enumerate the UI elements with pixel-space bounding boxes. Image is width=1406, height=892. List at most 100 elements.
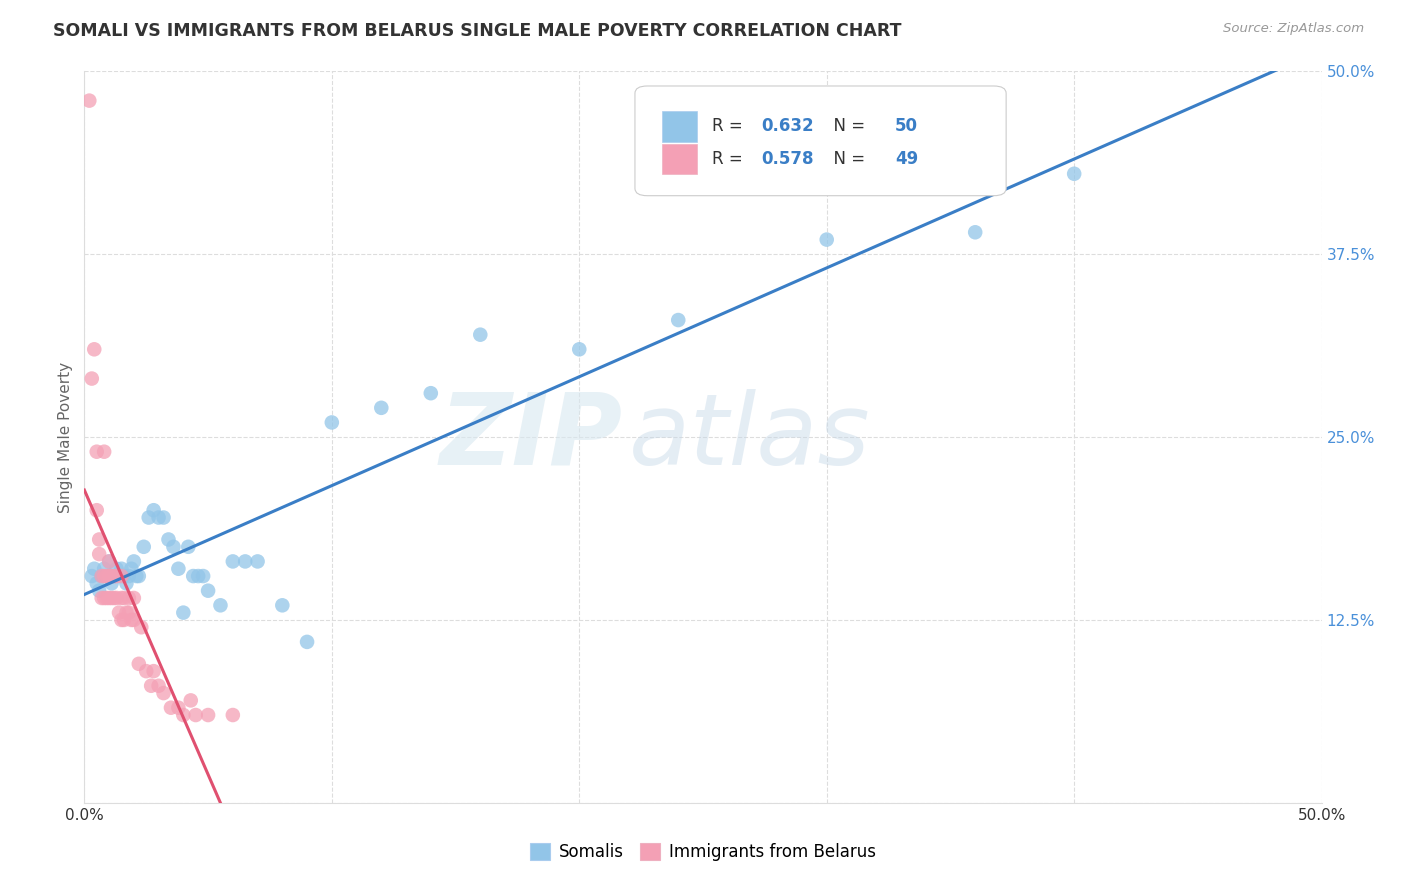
Point [568,343,591,357]
Point [96,569,118,583]
Point [98,569,121,583]
Point [122,591,145,605]
Y-axis label: Single Male Poverty: Single Male Poverty [58,361,73,513]
Point [162,540,184,554]
Point [108,606,131,620]
Point [112,613,135,627]
Point [98,569,121,583]
Point [222,554,245,568]
Point [122,554,145,568]
Point [125,569,148,583]
Point [98,591,121,605]
Point [110,613,132,627]
Point [89,547,111,561]
FancyBboxPatch shape [636,86,1007,195]
Point [120,613,142,627]
Text: N =: N = [823,117,870,136]
Point [142,503,165,517]
Point [222,708,245,723]
Text: 50: 50 [894,117,918,136]
Text: 49: 49 [894,150,918,168]
Point [100,576,122,591]
Point [105,569,128,583]
Text: R =: R = [711,150,748,168]
Point [132,540,155,554]
Point [129,620,152,634]
Point [80,371,103,385]
Point [110,569,132,583]
Point [93,569,115,583]
Text: Source: ZipAtlas.com: Source: ZipAtlas.com [1223,22,1364,36]
Point [110,591,132,605]
Point [83,343,105,357]
Point [122,613,145,627]
Point [115,576,138,591]
Point [370,401,392,415]
Point [110,562,132,576]
Point [142,664,165,678]
Point [152,686,174,700]
Point [103,569,125,583]
Point [197,583,219,598]
Point [172,708,194,723]
Point [118,569,141,583]
Point [271,599,294,613]
Point [181,569,204,583]
Point [93,591,115,605]
Point [93,444,115,458]
Point [419,386,441,401]
Legend: Somalis, Immigrants from Belarus: Somalis, Immigrants from Belarus [523,836,883,868]
FancyBboxPatch shape [662,144,697,175]
Point [167,700,190,714]
Point [152,510,174,524]
Point [112,569,135,583]
Point [157,533,180,547]
Point [209,599,232,613]
Point [90,569,112,583]
Point [138,510,160,524]
Point [233,554,256,568]
Point [141,679,163,693]
Point [96,569,118,583]
Text: N =: N = [823,150,870,168]
Point [965,225,987,239]
Point [96,591,118,605]
Point [246,554,269,568]
Point [470,327,492,342]
Point [128,569,150,583]
Point [86,444,108,458]
Point [167,562,190,576]
Point [191,569,214,583]
Point [177,540,200,554]
Point [100,569,122,583]
Point [128,657,150,671]
Point [90,569,112,583]
Point [100,591,122,605]
Text: 0.578: 0.578 [761,150,814,168]
Point [187,569,209,583]
Point [98,554,121,568]
Point [172,606,194,620]
FancyBboxPatch shape [662,111,697,142]
Point [120,562,142,576]
Text: ZIP: ZIP [440,389,623,485]
Point [666,313,689,327]
Point [103,569,125,583]
Point [98,554,121,568]
Point [148,510,170,524]
Point [86,576,108,591]
Point [135,664,157,678]
Point [89,583,111,598]
Point [197,708,219,723]
Text: atlas: atlas [628,389,870,485]
Point [112,591,135,605]
Point [118,606,141,620]
Point [83,562,105,576]
Point [103,591,125,605]
Point [160,700,183,714]
Point [148,679,170,693]
Point [80,569,103,583]
Point [86,503,108,517]
Point [89,533,111,547]
Point [90,591,112,605]
